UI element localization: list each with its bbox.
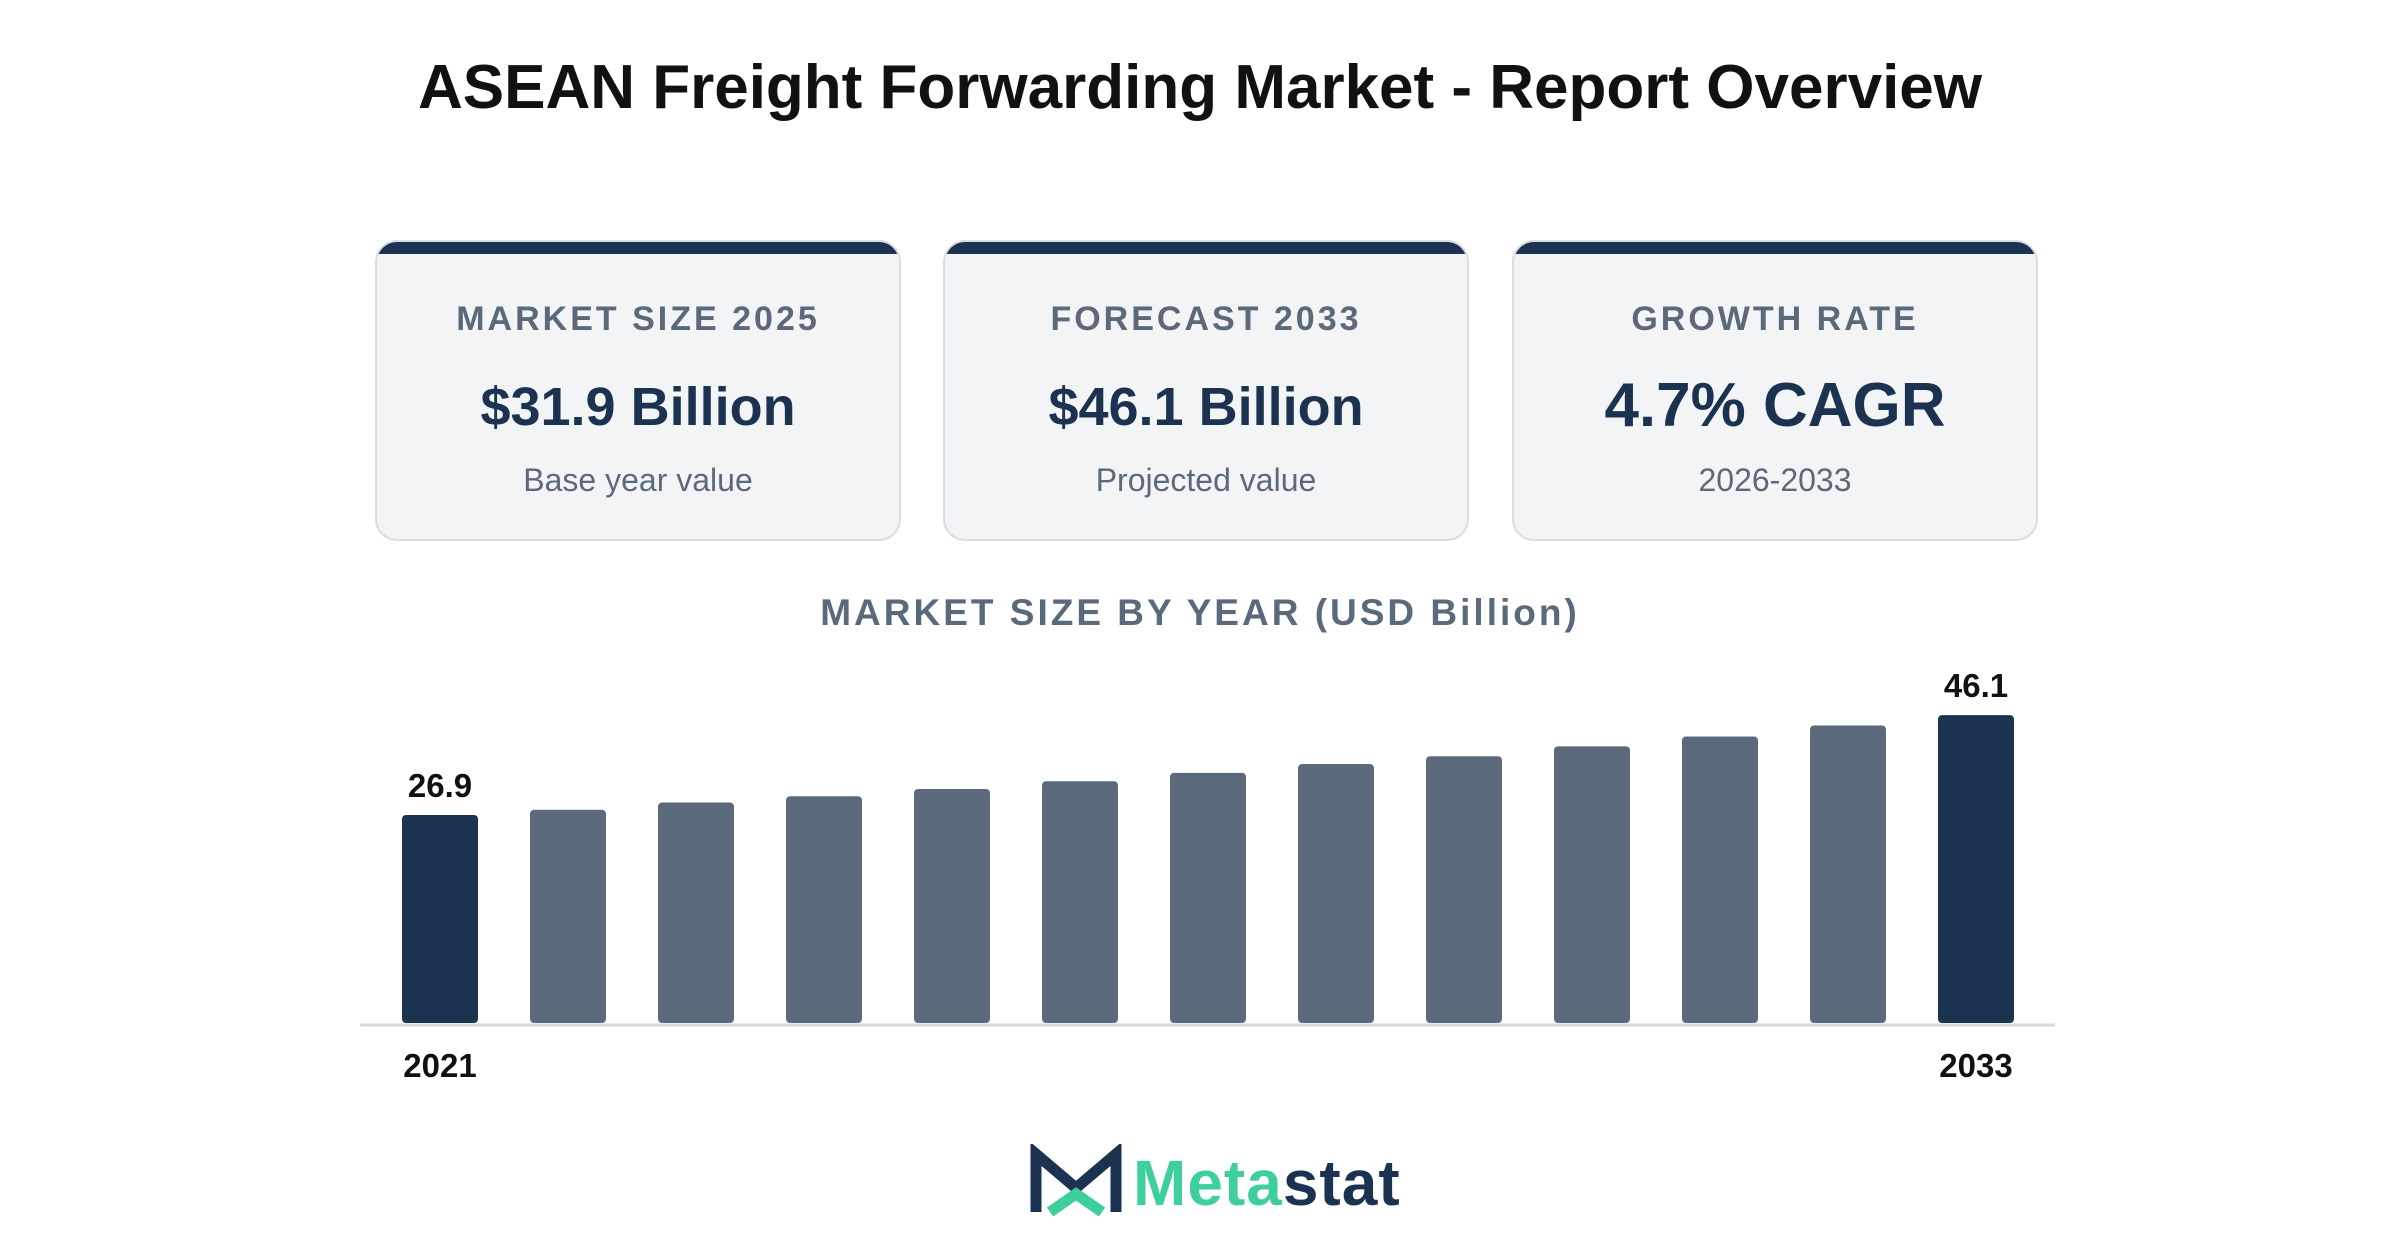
card-accent-bar (945, 242, 1467, 254)
logo-text-meta: Meta (1133, 1147, 1283, 1219)
growth-rate-card: GROWTH RATE 4.7% CAGR 2026-2033 (1512, 240, 2038, 541)
bar-group (402, 715, 2014, 1023)
card-value: $46.1 Billion (1048, 377, 1364, 437)
bar-2026 (1042, 781, 1118, 1023)
logo-wordmark: Metastat (1133, 1146, 1401, 1220)
card-subtext: 2026-2033 (1698, 462, 1852, 498)
card-accent-bar (377, 242, 899, 254)
chart-title: MARKET SIZE BY YEAR (USD Billion) (820, 592, 1580, 633)
page-title: ASEAN Freight Forwarding Market - Report… (417, 53, 1983, 122)
card-value: 4.7% CAGR (1604, 371, 1946, 440)
forecast-card: FORECAST 2033 $46.1 Billion Projected va… (943, 240, 1469, 541)
data-label-2033: 46.1 (1944, 667, 2008, 704)
card-subtext: Base year value (523, 462, 753, 498)
metastat-logo-icon (1030, 1144, 1122, 1217)
bar-2021 (402, 815, 478, 1023)
label-group: 26.9 2021 46.1 2033 (403, 667, 2012, 1084)
bar-2029 (1426, 756, 1502, 1023)
bar-2032 (1810, 725, 1886, 1023)
card-label: FORECAST 2033 (1050, 300, 1362, 338)
bar-2028 (1298, 764, 1374, 1023)
card-label: MARKET SIZE 2025 (456, 300, 820, 338)
card-value: $31.9 Billion (480, 377, 796, 437)
bar-2023 (658, 802, 734, 1023)
card-subtext: Projected value (1095, 462, 1317, 498)
x-tick-label-2021: 2021 (403, 1047, 476, 1084)
bar-2031 (1682, 736, 1758, 1023)
bar-2025 (914, 789, 990, 1023)
card-label: GROWTH RATE (1631, 300, 1919, 338)
market-size-card: MARKET SIZE 2025 $31.9 Billion Base year… (375, 240, 901, 541)
bar-2027 (1170, 772, 1246, 1023)
x-tick-label-2033: 2033 (1939, 1047, 2012, 1084)
bar-2022 (530, 809, 606, 1023)
bar-2030 (1554, 746, 1630, 1023)
bar-2033 (1938, 715, 2014, 1023)
bar-2024 (786, 796, 862, 1023)
metastat-logo: Metastat (1028, 1140, 1408, 1220)
card-accent-bar (1514, 242, 2036, 254)
logo-text-stat: stat (1282, 1147, 1401, 1219)
data-label-2021: 26.9 (408, 767, 472, 804)
